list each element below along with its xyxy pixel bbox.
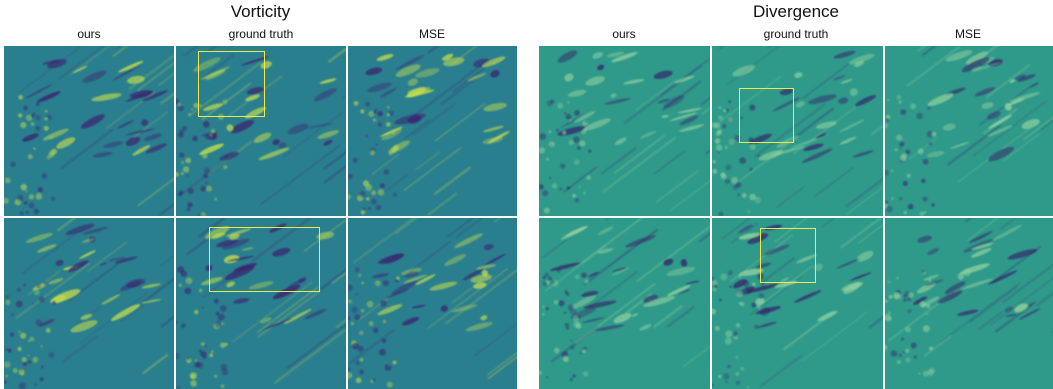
image-grid (4, 46, 517, 389)
image-mse-row1 (348, 46, 517, 216)
column-label-ground-truth: ground truth (228, 27, 294, 41)
image-ours-row1 (539, 46, 710, 216)
image-ground-truth-row2 (176, 218, 346, 389)
highlight-box (760, 228, 816, 283)
highlight-box (198, 51, 265, 117)
panel-title: Divergence (753, 2, 839, 21)
column-label-ground-truth: ground truth (763, 27, 829, 41)
image-ours-row2 (539, 218, 710, 389)
image-ours-row1 (4, 46, 174, 216)
image-ground-truth-row1 (176, 46, 346, 216)
image-mse-row1 (885, 46, 1053, 216)
image-ours-row2 (4, 218, 174, 389)
image-mse-row2 (348, 218, 517, 389)
panel-title: Vorticity (230, 2, 291, 21)
divergence-panel: Divergence ours ground truth MSE (539, 0, 1053, 389)
image-grid (539, 46, 1053, 389)
image-mse-row2 (885, 218, 1053, 389)
image-ground-truth-row2 (712, 218, 883, 389)
image-ground-truth-row1 (712, 46, 883, 216)
column-label-mse: MSE (954, 27, 981, 41)
column-label-mse: MSE (418, 27, 445, 41)
column-label-ours: ours (77, 27, 101, 41)
highlight-box (739, 88, 794, 143)
highlight-box (209, 227, 320, 292)
vorticity-panel: Vorticity ours ground truth MSE (4, 0, 517, 389)
column-label-ours: ours (612, 27, 636, 41)
